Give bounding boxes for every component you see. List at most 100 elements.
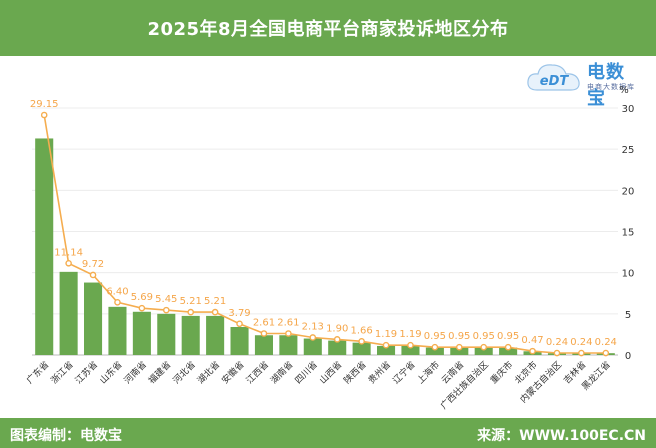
data-label: 1.19	[375, 329, 397, 340]
data-label: 6.40	[106, 286, 128, 297]
data-label: 0.24	[570, 337, 592, 348]
bar	[401, 345, 420, 355]
bar	[425, 347, 444, 355]
data-label: 0.24	[595, 337, 617, 348]
footer-source: 来源：WWW.100EC.CN	[477, 428, 646, 444]
bar	[206, 315, 225, 355]
data-label: 0.95	[424, 331, 446, 342]
brand-logo: eDT 电数宝 电商大数据库	[525, 58, 635, 109]
bar	[352, 342, 371, 355]
line-point	[65, 259, 72, 267]
series-line	[43, 114, 606, 354]
x-tick-label: 陕西省	[341, 359, 369, 387]
bar	[303, 338, 322, 355]
data-label: 2.61	[277, 318, 299, 329]
x-tick-label: 河北省	[170, 359, 198, 387]
x-tick-label: 江苏省	[73, 359, 101, 387]
bar	[84, 282, 103, 355]
data-label: 1.19	[399, 329, 421, 340]
bar	[499, 347, 518, 355]
bar	[132, 311, 151, 355]
line-point	[309, 334, 317, 341]
data-label: 29.15	[30, 99, 59, 110]
bar	[328, 340, 347, 355]
line-point	[480, 343, 488, 351]
data-label: 5.21	[204, 296, 226, 307]
data-label: 2.13	[302, 321, 324, 332]
x-tick-label: 浙江省	[48, 359, 76, 387]
line-point	[431, 343, 439, 351]
data-label: 0.95	[473, 331, 495, 342]
y-tick-label: 5	[625, 310, 631, 321]
x-tick-label: 上海市	[414, 359, 442, 387]
line-point	[285, 330, 292, 337]
bar	[377, 345, 396, 355]
x-tick-label: 山西省	[317, 359, 345, 387]
line-point	[407, 341, 414, 349]
data-label: 0.95	[497, 331, 519, 342]
line-point	[211, 308, 219, 316]
line-point	[162, 306, 170, 314]
line-point	[529, 347, 536, 355]
data-label: 5.69	[131, 292, 153, 303]
x-tick-label: 安徽省	[219, 359, 247, 387]
line-point	[138, 304, 146, 312]
x-tick-label: 湖北省	[195, 359, 223, 387]
x-tick-label: 贵州省	[366, 359, 394, 387]
line-point	[89, 271, 97, 279]
bar	[181, 315, 200, 355]
x-tick-label: 重庆市	[488, 359, 516, 387]
x-tick-label: 福建省	[146, 359, 174, 387]
bar	[474, 347, 493, 355]
y-tick-label: 25	[622, 145, 635, 156]
footer-credit: 图表编制：电数宝	[10, 428, 122, 444]
line-point	[114, 299, 121, 306]
data-label: 1.90	[326, 323, 348, 334]
y-tick-label: 20	[622, 186, 635, 197]
bar	[450, 347, 469, 355]
line-point	[553, 349, 561, 357]
chart-title: 2025年8月全国电商平台商家投诉地区分布	[147, 19, 509, 40]
bar	[230, 327, 249, 355]
line-point	[40, 111, 48, 119]
bar	[254, 335, 273, 355]
logo-name: 电数宝	[587, 62, 625, 109]
data-label: 0.24	[546, 337, 568, 348]
y-tick-label: 30	[622, 104, 635, 115]
data-label: 11.14	[54, 247, 83, 258]
data-label: 1.66	[350, 325, 372, 336]
line-point	[333, 336, 341, 343]
cloud-logo-icon: eDT	[527, 64, 580, 91]
data-label: 5.21	[180, 296, 202, 307]
bar	[35, 138, 54, 355]
footer-bar: 图表编制：电数宝 来源：WWW.100EC.CN	[0, 418, 656, 448]
logo-subtitle: 电商大数据库	[587, 83, 635, 91]
title-banner: 2025年8月全国电商平台商家投诉地区分布	[0, 0, 656, 56]
x-tick-label: 山东省	[97, 359, 125, 387]
y-tick-label: 10	[622, 269, 635, 280]
line-point	[382, 341, 390, 349]
line-point	[260, 330, 268, 337]
bar	[108, 306, 127, 355]
line-point	[602, 349, 610, 357]
y-tick-label: 0	[625, 351, 631, 362]
line-point	[187, 308, 195, 316]
data-label: 9.72	[82, 259, 104, 270]
bar	[157, 313, 176, 355]
x-tick-label: 湖南省	[268, 359, 296, 387]
x-tick-label: 河南省	[121, 359, 149, 387]
x-tick-label: 四川省	[292, 359, 320, 387]
bar	[279, 335, 298, 355]
line-point	[504, 343, 512, 351]
line-point	[236, 320, 243, 328]
y-tick-label: 15	[622, 228, 635, 239]
x-tick-label: 江西省	[243, 359, 271, 387]
data-label: 0.47	[521, 335, 543, 346]
logo-mark: eDT	[540, 74, 570, 89]
data-label: 3.79	[228, 308, 250, 319]
unit-label: %	[619, 85, 629, 96]
line-point	[455, 343, 463, 351]
x-tick-label: 广东省	[24, 359, 52, 387]
